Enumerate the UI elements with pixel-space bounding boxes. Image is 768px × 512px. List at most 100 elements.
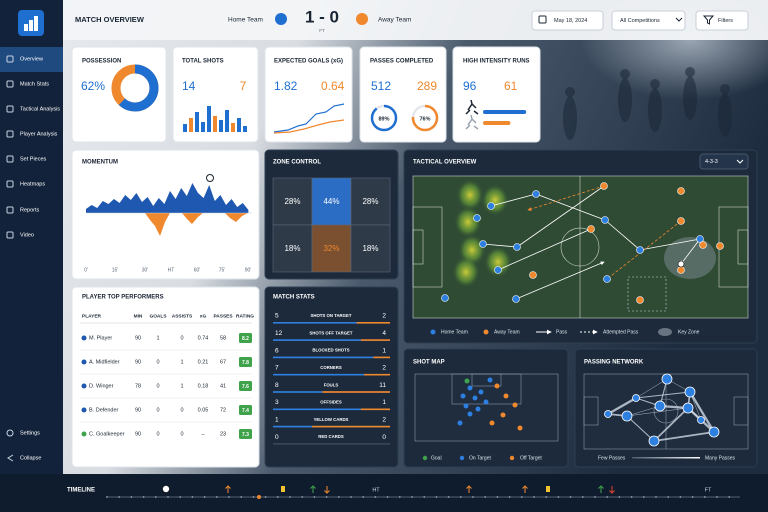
nav-item[interactable]: Overview <box>20 56 43 62</box>
timeline-tick <box>386 496 389 498</box>
timeline-yellow-card <box>281 486 285 492</box>
stat-away: 0 <box>382 434 386 441</box>
timeline-tick <box>618 496 621 498</box>
zone-cell <box>272 177 313 226</box>
network-node <box>684 386 696 398</box>
heat-zone <box>484 246 512 278</box>
zone-value: 32% <box>323 244 339 253</box>
momentum-axis-label: 0' <box>84 267 88 273</box>
player-silhouette <box>650 79 660 89</box>
timeline-substitution <box>598 485 604 493</box>
shot-goal <box>464 378 470 384</box>
player-silhouette <box>685 67 695 77</box>
timeline-title: TIMELINE <box>67 488 95 494</box>
nav-item[interactable]: Tactical Analysis <box>20 106 60 112</box>
player-name: C. Goalkeeper <box>89 431 125 437</box>
zone-cell <box>350 177 391 226</box>
filters-button-text: Filters <box>718 18 733 24</box>
card-title: ZONE CONTROL <box>273 160 321 166</box>
zone-cell <box>311 224 352 273</box>
timeline-tick <box>459 496 462 498</box>
stat-home: 5 <box>275 313 279 320</box>
date-picker[interactable] <box>531 10 604 31</box>
nav-selected <box>0 47 63 72</box>
runs-card <box>452 46 541 143</box>
card-title: PLAYER TOP PERFORMERS <box>82 295 164 301</box>
runs-away: 61 <box>504 79 518 93</box>
timeline-tick <box>533 496 535 498</box>
competition-select[interactable] <box>611 10 686 31</box>
rating: 7.3 <box>242 432 249 438</box>
network-node <box>621 410 633 422</box>
card-title: HIGH INTENSITY RUNS <box>463 59 530 65</box>
legend-label: Attempted Pass <box>603 329 639 335</box>
momentum-away-area <box>145 213 248 236</box>
legend-swatch <box>658 328 672 336</box>
nav-settings[interactable]: Settings <box>20 430 40 436</box>
timeline-tick <box>594 496 596 498</box>
timeline-tick <box>130 496 133 498</box>
half-pitch <box>414 373 559 442</box>
network-edge <box>626 415 655 442</box>
timeline-tick <box>252 496 255 498</box>
settings-icon <box>6 429 14 437</box>
nav-item[interactable]: Video <box>20 232 34 238</box>
network-node <box>697 416 705 424</box>
timeline-tick <box>716 496 718 498</box>
rating: 7.6 <box>242 384 249 390</box>
dropdown-caret <box>675 17 683 22</box>
card-title: EXPECTED GOALS (xG) <box>274 59 343 65</box>
player-stat: 0 <box>156 431 159 437</box>
legend-label: Many Passes <box>705 455 736 461</box>
nav-collapse[interactable]: Collapse <box>20 455 41 461</box>
momentum-home-area <box>86 183 249 213</box>
timeline-tick <box>411 496 413 498</box>
xg-away: 0.64 <box>321 79 345 93</box>
home-player <box>603 275 611 283</box>
timeline-event-dot <box>257 495 261 499</box>
nav-item[interactable]: Reports <box>20 207 40 213</box>
formation-select[interactable] <box>699 153 749 170</box>
nav-item[interactable]: Set Pieces <box>20 156 47 162</box>
timeline-tick <box>337 496 340 498</box>
nav-item[interactable]: Match Stats <box>20 81 49 87</box>
nav-item[interactable]: Heatmaps <box>20 181 45 187</box>
shots-card <box>172 46 259 143</box>
timeline-substitution <box>225 485 231 493</box>
zone-cell <box>272 224 313 273</box>
pitch-line <box>583 396 599 426</box>
network-node <box>604 410 612 418</box>
stat-bar-home <box>273 425 312 428</box>
home-team-badge <box>275 13 287 25</box>
away-player <box>677 266 685 274</box>
key-zone <box>664 237 716 279</box>
card-title: POSSESSION <box>82 59 121 65</box>
timeline-tick <box>167 496 169 498</box>
momentum-axis-label: 90' <box>245 267 252 273</box>
timeline-tick <box>374 496 377 498</box>
player-dot <box>81 431 87 437</box>
timeline-tick <box>642 496 645 498</box>
legend-swatch <box>483 329 489 335</box>
pitch-line <box>471 373 502 387</box>
zone-value: 18% <box>284 244 300 253</box>
player-stat: 78 <box>135 383 141 389</box>
timeline-tick <box>655 496 657 498</box>
nav-item[interactable]: Player Analysis <box>20 131 58 137</box>
rating-badge <box>239 357 252 367</box>
player-stat: 58 <box>220 335 226 341</box>
player-dot <box>81 359 87 365</box>
timeline-tick <box>520 496 523 498</box>
timeline-tick <box>289 496 291 498</box>
formation-text: 4-3-3 <box>705 159 718 165</box>
zone-value: 28% <box>284 197 300 206</box>
stat-home: 6 <box>275 347 279 354</box>
nav-icon <box>6 130 14 138</box>
mini-bar <box>201 122 205 132</box>
shot-off-target <box>489 420 495 426</box>
timeline-tick <box>179 496 182 498</box>
player-silhouette <box>565 87 575 97</box>
xg-card <box>264 46 353 143</box>
card-title: PASSES COMPLETED <box>370 59 434 65</box>
